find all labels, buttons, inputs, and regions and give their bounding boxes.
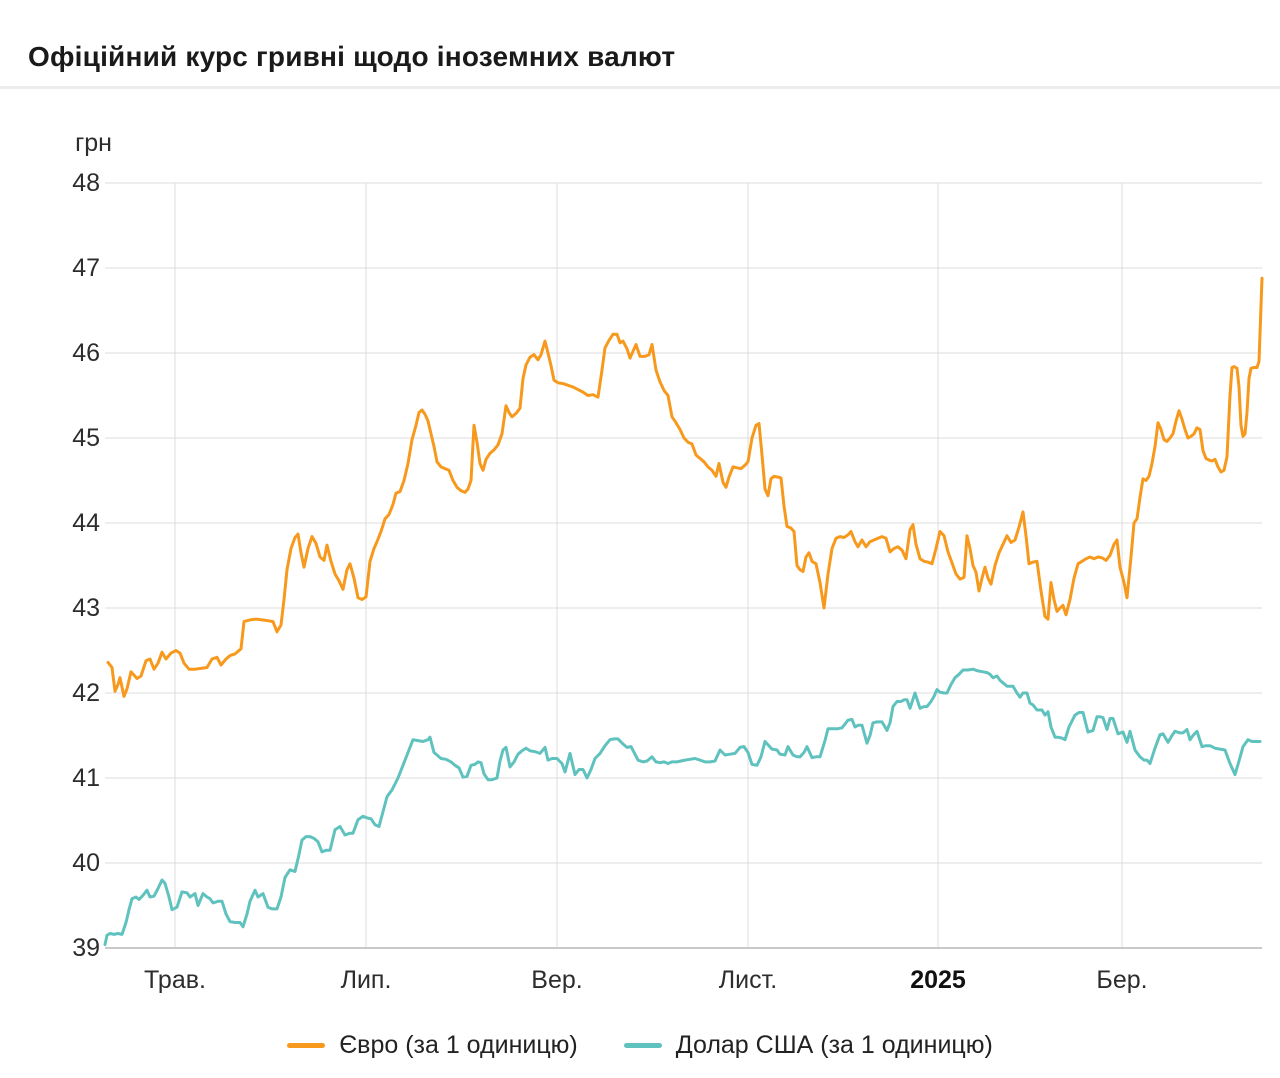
x-axis-label-2025: 2025	[910, 966, 966, 994]
legend-item-usd[interactable]: Долар США (за 1 одиницю)	[623, 1031, 993, 1060]
y-tick-label-48: 48	[72, 169, 100, 197]
legend: Євро (за 1 одиницю) Долар США (за 1 один…	[0, 1031, 1280, 1060]
title-divider	[0, 86, 1280, 89]
legend-label-usd: Долар США (за 1 одиницю)	[675, 1031, 993, 1059]
usd-line-swatch-icon	[623, 1043, 662, 1048]
y-tick-label-40: 40	[72, 849, 100, 877]
x-axis-label-: Лип.	[340, 966, 392, 994]
y-tick-label-43: 43	[72, 594, 100, 622]
y-tick-label-39: 39	[72, 934, 100, 962]
euro-line-swatch-icon	[287, 1043, 326, 1048]
euro-line	[106, 276, 1264, 698]
x-axis-label-: Вер.	[531, 966, 583, 994]
y-tick-label-42: 42	[72, 679, 100, 707]
y-tick-label-46: 46	[72, 339, 100, 367]
legend-item-euro[interactable]: Євро (за 1 одиницю)	[287, 1031, 578, 1060]
x-axis-label-: Бер.	[1096, 966, 1148, 994]
page-title: Офіційний курс гривні щодо іноземних вал…	[28, 40, 676, 72]
y-tick-label-44: 44	[72, 509, 100, 537]
y-tick-label-45: 45	[72, 424, 100, 452]
legend-label-euro: Євро (за 1 одиницю)	[339, 1031, 578, 1059]
y-tick-label-41: 41	[72, 764, 100, 792]
x-axis-label-: Лист.	[718, 966, 778, 994]
y-axis-unit-label: грн	[75, 129, 112, 157]
x-axis-label-: Трав.	[144, 966, 206, 994]
usd-line	[103, 667, 1262, 947]
y-tick-label-47: 47	[72, 254, 100, 282]
